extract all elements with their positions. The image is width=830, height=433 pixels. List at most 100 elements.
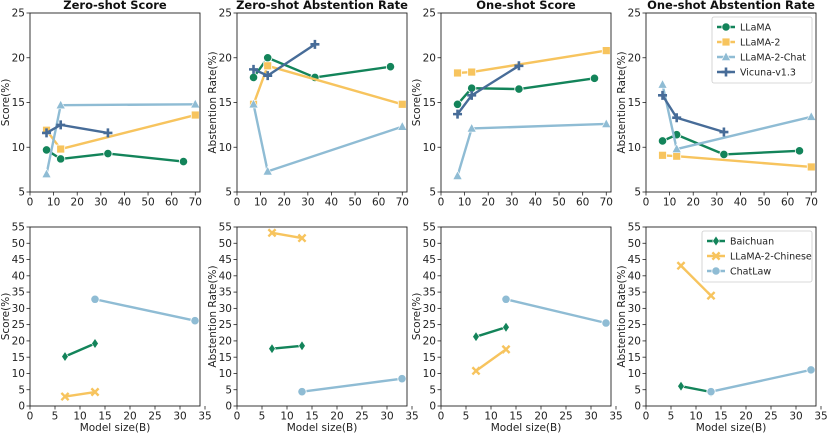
data-point-llama-2-chat xyxy=(397,121,408,131)
x-tick-label: 0 xyxy=(643,411,650,423)
axis-frame xyxy=(29,226,201,407)
y-tick-label: 50 xyxy=(12,238,25,250)
x-tick-label: 10 xyxy=(484,411,497,423)
data-point-vicuna-v1-3 xyxy=(42,128,52,138)
data-point-llama xyxy=(263,53,273,63)
series-line-llama xyxy=(252,56,391,79)
legend: Baichuan LLaMA-2-Chinese ChatLaw xyxy=(701,230,813,283)
x-tick-label: 15 xyxy=(98,411,111,423)
legend-marker xyxy=(720,51,732,61)
data-point-baichuan xyxy=(472,331,480,343)
y-tick-label: 15 xyxy=(423,97,436,109)
data-point-vicuna-v1-3 xyxy=(453,109,463,119)
y-tick-label: 35 xyxy=(12,287,25,299)
legend-label: LLaMA-2-Chinese xyxy=(730,251,812,262)
axis-frame xyxy=(645,12,817,193)
legend-item-llama-2-chat: LLaMA-2-Chat xyxy=(717,51,806,63)
panel-2: 5 10 15 20 25 0 10 20 30 40 50 60 70 Zero-shot Absten… xyxy=(207,0,409,209)
panel-1: 5 10 15 20 25 0 10 20 30 40 50 60 70 Zero-shot Score S… xyxy=(0,0,202,209)
data-point-chatlaw xyxy=(501,294,511,304)
x-tick-label: 10 xyxy=(280,411,293,423)
series-line-llama-2-chat xyxy=(45,103,196,175)
series-line-llama-2-chinese xyxy=(475,348,507,372)
data-point-chatlaw xyxy=(806,365,816,375)
y-tick-label: 20 xyxy=(12,336,25,348)
x-tick-label: 20 xyxy=(71,197,84,209)
series-line-llama-2 xyxy=(662,154,812,169)
series-line-llama xyxy=(45,148,184,163)
legend-marker xyxy=(712,235,720,247)
axis-frame xyxy=(236,12,408,193)
data-point-llama xyxy=(385,62,396,72)
y-tick-label: 10 xyxy=(219,368,232,380)
x-tick-label: 30 xyxy=(710,197,723,209)
x-axis-label: Model size(B) xyxy=(287,422,358,433)
y-tick-label: 0 xyxy=(429,401,436,413)
x-axis-label: Model size(B) xyxy=(696,422,767,433)
data-point-vicuna-v1-3 xyxy=(719,127,729,137)
x-tick-label: 5 xyxy=(463,411,470,423)
data-point-llama xyxy=(719,149,729,160)
x-tick-label: 25 xyxy=(355,411,368,423)
data-point-llama-2 xyxy=(467,67,477,77)
data-point-llama xyxy=(178,156,189,167)
x-tick-label: 0 xyxy=(234,411,241,423)
y-tick-label: 10 xyxy=(219,142,232,154)
x-tick-label: 60 xyxy=(372,197,385,209)
y-axis-label: Abstention Rate(%) xyxy=(207,265,219,367)
x-tick-label: 50 xyxy=(348,197,361,209)
y-tick-label: 20 xyxy=(219,336,232,348)
y-tick-label: 5 xyxy=(634,187,641,199)
data-point-llama-2-chinese xyxy=(706,291,716,301)
data-point-chatlaw xyxy=(190,316,200,326)
y-tick-label: 55 xyxy=(219,222,232,234)
legend-label: ChatLaw xyxy=(730,266,771,277)
axis-frame xyxy=(236,226,408,407)
x-tick-label: 25 xyxy=(764,411,777,423)
x-tick-label: 10 xyxy=(458,197,471,209)
y-tick-label: 5 xyxy=(18,384,25,396)
y-axis-label: Abstention Rate(%) xyxy=(616,51,628,153)
x-tick-label: 5 xyxy=(52,411,59,423)
y-tick-label: 20 xyxy=(219,52,232,64)
panel-title: One-shot Abstention Rate xyxy=(647,0,815,12)
axis-frame xyxy=(440,12,612,193)
data-point-llama xyxy=(248,72,259,83)
panel-3: 5 10 15 20 25 0 10 20 30 40 50 60 70 One-shot Score Sc… xyxy=(411,0,613,209)
panel-title: One-shot Score xyxy=(476,0,576,12)
x-tick-label: 50 xyxy=(757,197,770,209)
y-tick-label: 15 xyxy=(12,97,25,109)
data-point-llama-2-chat xyxy=(806,111,817,121)
x-tick-label: 30 xyxy=(584,411,597,423)
series-line-llama xyxy=(456,77,595,106)
series-line-baichuan xyxy=(680,384,712,394)
y-tick-label: 25 xyxy=(12,8,25,20)
data-point-llama-2-chat xyxy=(41,168,52,178)
y-tick-label: 20 xyxy=(12,52,25,64)
data-point-llama xyxy=(56,154,66,164)
panel-title: Zero-shot Score xyxy=(63,0,167,12)
x-tick-label: 20 xyxy=(534,411,547,423)
x-tick-label: 10 xyxy=(73,411,86,423)
y-tick-label: 35 xyxy=(628,287,641,299)
legend-item-llama: LLaMA xyxy=(717,22,772,33)
x-tick-label: 60 xyxy=(165,197,178,209)
x-tick-label: 70 xyxy=(396,197,409,209)
y-tick-label: 5 xyxy=(634,384,641,396)
x-tick-label: 50 xyxy=(141,197,154,209)
x-tick-label: 40 xyxy=(529,197,542,209)
x-tick-label: 0 xyxy=(27,197,34,209)
data-point-llama-2 xyxy=(397,99,407,109)
data-point-baichuan xyxy=(61,350,69,363)
x-tick-label: 30 xyxy=(505,197,518,209)
y-tick-label: 0 xyxy=(18,401,25,413)
data-point-vicuna-v1-3 xyxy=(263,71,273,81)
x-tick-label: 50 xyxy=(552,197,565,209)
legend-label: LLaMA-2 xyxy=(740,37,780,48)
y-tick-label: 10 xyxy=(628,142,641,154)
axis-frame xyxy=(29,12,201,193)
y-axis-label: Abstention Rate(%) xyxy=(616,265,628,367)
x-tick-label: 70 xyxy=(600,197,613,209)
x-axis-label: Model size(B) xyxy=(80,422,151,433)
